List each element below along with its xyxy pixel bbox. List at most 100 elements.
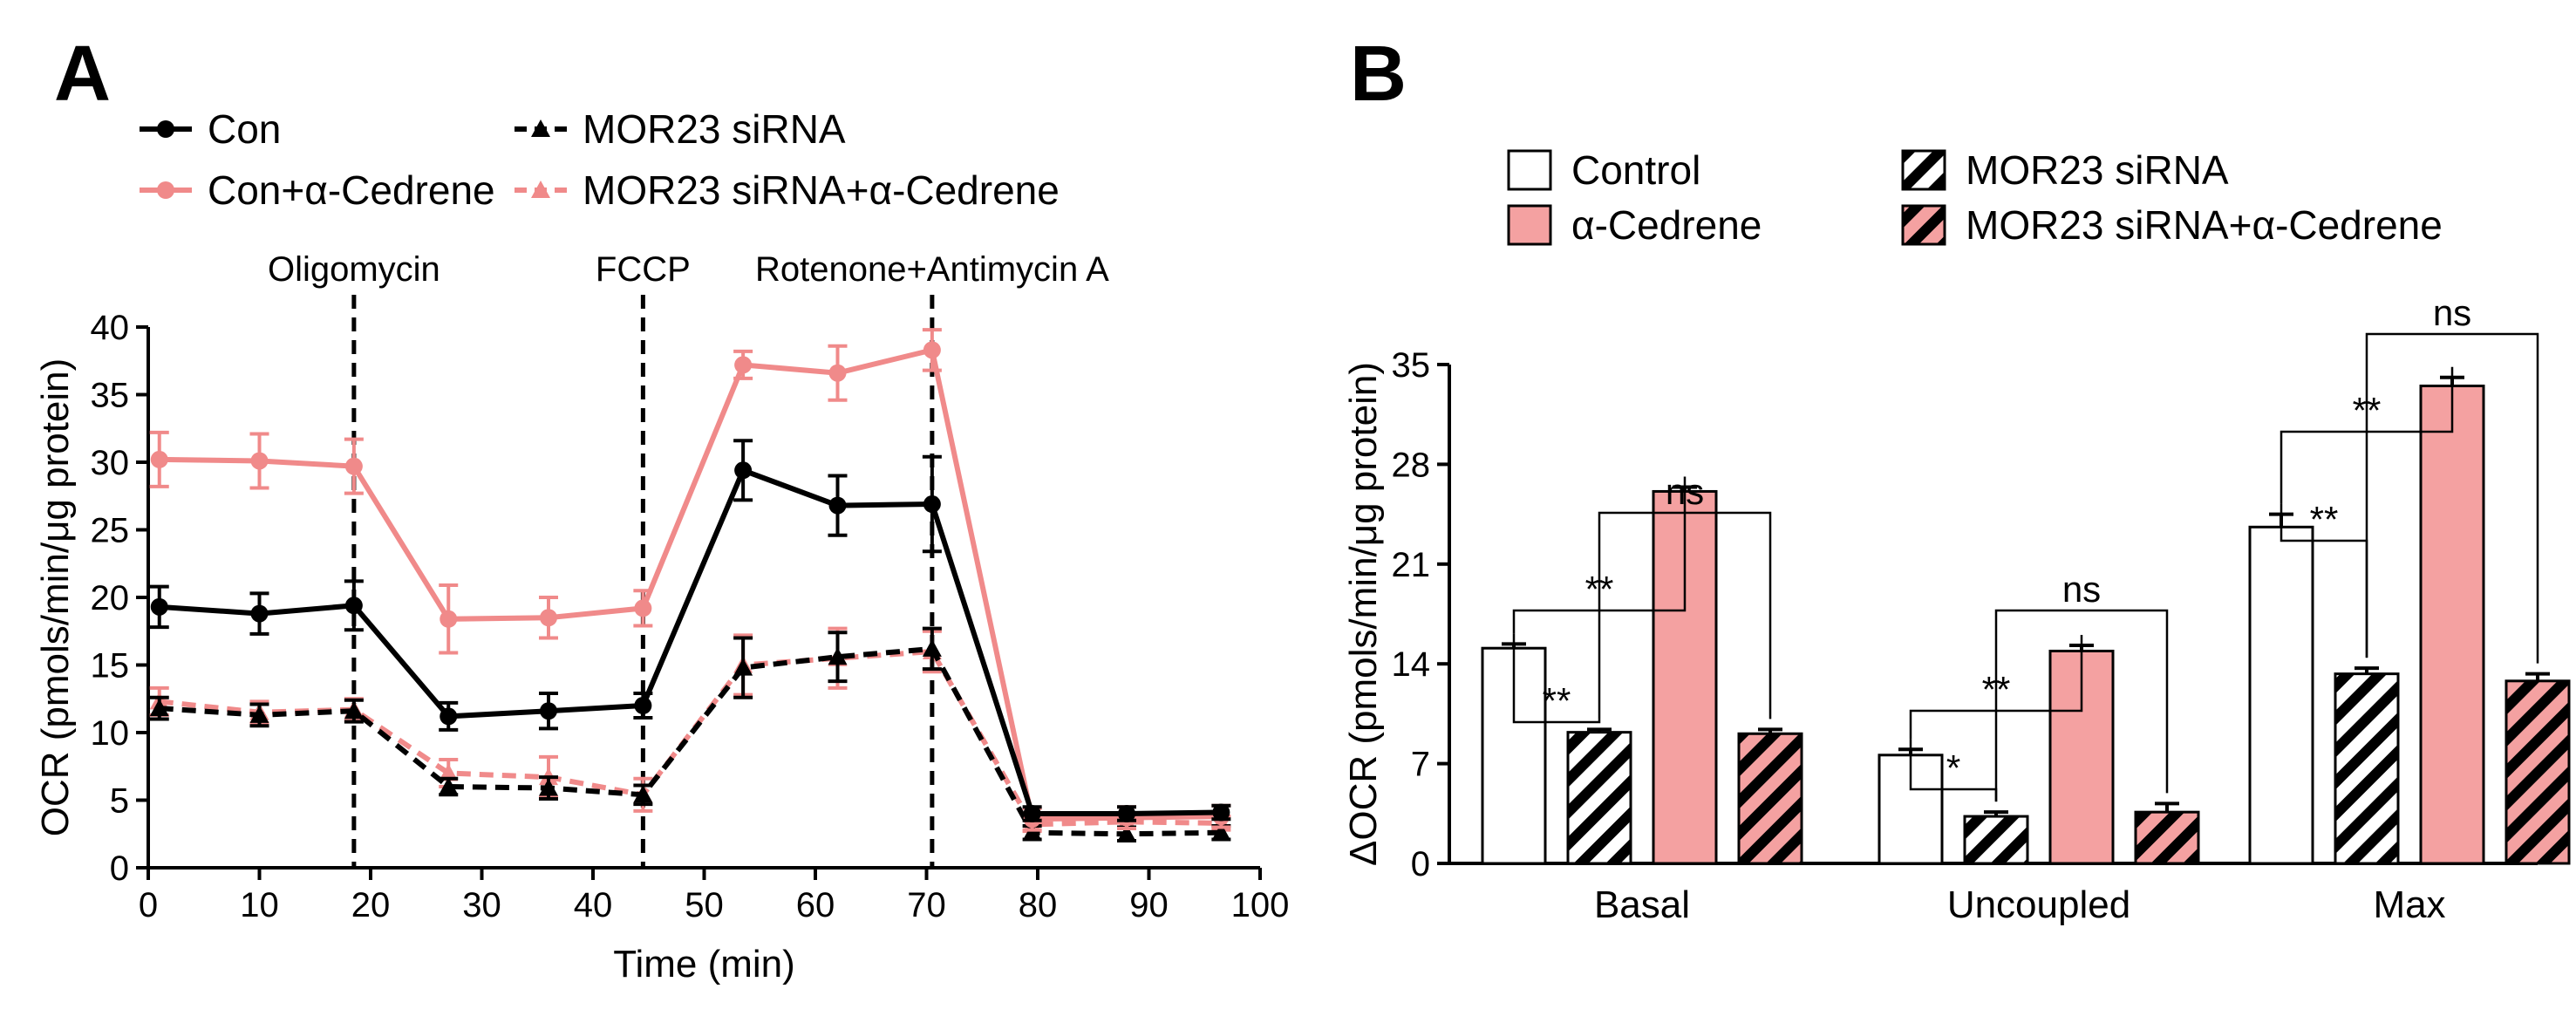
legend-marker — [157, 120, 174, 138]
data-point — [344, 597, 363, 615]
significance-label: ns — [2433, 292, 2471, 333]
y-tick-label: 15 — [91, 647, 130, 685]
legend-label: MOR23 siRNA+α-Cedrene — [583, 167, 1060, 213]
x-tick-label: 10 — [240, 886, 279, 924]
data-point — [1117, 824, 1136, 842]
y-tick-label: 35 — [91, 377, 130, 415]
significance-bracket — [2365, 332, 2539, 664]
legend-marker — [157, 181, 174, 199]
legend-label: MOR23 siRNA — [583, 106, 846, 152]
category-label: Uncoupled — [1947, 883, 2130, 926]
data-point — [1212, 803, 1230, 822]
bar — [1963, 815, 2029, 865]
panel-a-line-chart: Con Con+α-Cedrene MOR23 siRNA MOR23 siRNA+α… — [34, 106, 1289, 985]
bar — [2504, 679, 2571, 865]
bar — [1737, 732, 1803, 865]
data-point — [828, 496, 847, 515]
data-point — [344, 457, 363, 475]
legend-swatch — [1901, 204, 1946, 246]
y-tick-label: 5 — [110, 782, 129, 821]
y-tick-label: 28 — [1392, 446, 1431, 484]
legend-swatch — [1507, 204, 1552, 246]
data-point — [250, 604, 269, 623]
data-point — [634, 599, 652, 617]
legend-label: Control — [1571, 147, 1700, 193]
panel-a-label: A — [54, 31, 111, 118]
y-tick-label: 14 — [1392, 645, 1431, 684]
y-tick-label: 30 — [91, 444, 130, 482]
x-tick-label: 60 — [796, 886, 835, 924]
data-point — [539, 778, 558, 796]
x-axis-title: Time (min) — [613, 943, 795, 985]
category-label: Max — [2373, 883, 2445, 926]
data-point — [250, 452, 269, 470]
data-point — [1118, 805, 1135, 822]
data-point — [922, 638, 942, 657]
data-point — [633, 785, 653, 803]
data-point — [828, 364, 847, 382]
data-point — [249, 705, 269, 723]
legend-label: MOR23 siRNA — [1966, 147, 2229, 193]
data-point — [439, 777, 459, 795]
data-point — [150, 597, 168, 616]
data-point — [923, 341, 941, 359]
bar — [1566, 731, 1632, 865]
x-tick-label: 100 — [1231, 886, 1290, 924]
legend-label: Con — [208, 106, 281, 152]
data-point — [540, 609, 557, 627]
y-axis-title: OCR (pmols/min/μg protein) — [34, 358, 77, 837]
x-tick-label: 20 — [351, 886, 391, 924]
x-tick-label: 80 — [1019, 886, 1058, 924]
significance-bracket — [1598, 511, 1772, 720]
bar — [2334, 672, 2400, 865]
y-tick-label: 25 — [91, 512, 130, 550]
legend-marker — [531, 119, 550, 137]
data-point — [733, 658, 753, 676]
data-point — [440, 610, 458, 628]
data-point — [734, 356, 753, 374]
data-point — [149, 699, 169, 717]
data-point — [344, 701, 364, 720]
data-point — [923, 495, 941, 514]
y-tick-label: 20 — [91, 579, 130, 617]
data-point — [540, 702, 557, 720]
panel-b-label: B — [1350, 31, 1407, 118]
data-point — [634, 697, 652, 714]
y-tick-label: 7 — [1411, 746, 1430, 784]
y-tick-label: 0 — [1411, 845, 1430, 883]
x-tick-label: 0 — [139, 886, 158, 924]
bar — [2248, 525, 2314, 865]
y-tick-label: 40 — [91, 309, 130, 347]
data-point — [1211, 822, 1231, 841]
significance-label: * — [1946, 747, 1960, 788]
significance-label: ns — [1666, 471, 1704, 512]
treatment-label: Oligomycin — [268, 250, 440, 289]
bar — [2419, 385, 2485, 865]
significance-bracket — [1994, 609, 2169, 802]
series-line — [159, 467, 1222, 816]
legend-swatch — [1901, 149, 1946, 191]
y-axis-title: ΔOCR (pmols/min/μg protein) — [1342, 362, 1385, 866]
category-label: Basal — [1594, 883, 1690, 926]
legend-swatch — [1507, 149, 1552, 191]
data-point — [150, 450, 168, 468]
legend-label: Con+α-Cedrene — [208, 167, 495, 213]
panel-b-bar-chart: Control α-Cedrene MOR23 siRNA MOR23 siRNA+α… — [1342, 147, 2571, 926]
treatment-label: FCCP — [596, 250, 691, 289]
y-tick-label: 35 — [1392, 346, 1431, 385]
series-line — [159, 645, 1222, 837]
x-tick-label: 50 — [685, 886, 724, 924]
y-tick-label: 0 — [110, 849, 129, 888]
y-tick-label: 10 — [91, 714, 130, 753]
x-tick-label: 70 — [907, 886, 946, 924]
significance-bracket — [1512, 633, 1601, 724]
x-tick-label: 30 — [462, 886, 501, 924]
data-point — [1022, 822, 1042, 841]
data-point — [828, 647, 848, 665]
x-tick-label: 90 — [1129, 886, 1169, 924]
series-line — [159, 648, 1222, 828]
significance-label: ns — [2062, 569, 2101, 610]
legend-label: α-Cedrene — [1571, 202, 1762, 248]
legend-marker — [531, 181, 550, 198]
